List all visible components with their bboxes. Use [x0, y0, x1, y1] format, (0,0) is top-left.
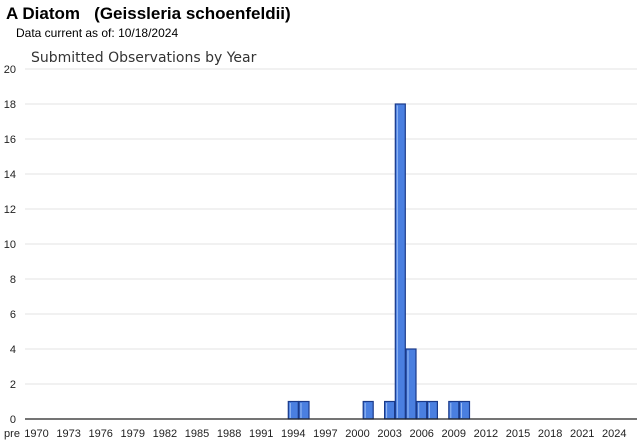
y-tick-label: 16 — [4, 134, 16, 146]
y-tick-label: 2 — [10, 379, 16, 391]
x-tick-label: 2000 — [345, 428, 369, 440]
x-tick-label: 2012 — [474, 428, 498, 440]
y-axis-tick-labels: 0 2 4 6 8 10 12 14 16 18 20 — [4, 64, 16, 426]
page-title: A Diatom (Geissleria schoenfeldii) — [6, 4, 291, 24]
grid-lines — [25, 68, 637, 385]
y-tick-label: 8 — [10, 274, 16, 286]
y-tick-label: 6 — [10, 309, 16, 321]
x-tick-label: 1976 — [88, 428, 112, 440]
x-tick-label: 2018 — [538, 428, 562, 440]
x-tick-label: 1997 — [313, 428, 337, 440]
x-tick-label: 2015 — [506, 428, 530, 440]
bars — [287, 103, 471, 420]
y-tick-label: 20 — [4, 64, 16, 76]
species-common-name: A Diatom — [6, 4, 80, 23]
chart-title: Submitted Observations by Year — [31, 50, 257, 66]
x-tick-label: 1988 — [217, 428, 241, 440]
y-tick-label: 18 — [4, 99, 16, 111]
x-tick-label: 1991 — [249, 428, 273, 440]
x-tick-label: 1994 — [281, 428, 305, 440]
x-tick-label: 1985 — [185, 428, 209, 440]
data-current-date: 10/18/2024 — [118, 26, 179, 40]
y-tick-label: 12 — [4, 204, 16, 216]
x-tick-label: 2024 — [602, 428, 626, 440]
x-tick-label: 2021 — [570, 428, 594, 440]
x-axis-tick-labels: pre 1970 1973 1976 1979 1982 1985 1988 1991 1994 1… — [4, 428, 626, 440]
x-tick-label: 2003 — [377, 428, 401, 440]
data-current-label: Data current as of: — [16, 26, 115, 40]
y-tick-label: 14 — [4, 169, 16, 181]
species-scientific-name: (Geissleria schoenfeldii) — [94, 4, 291, 23]
y-tick-label: 4 — [10, 344, 16, 356]
x-tick-label: 1970 — [24, 428, 48, 440]
x-tick-label: 1979 — [121, 428, 145, 440]
x-tick-label: pre — [4, 428, 20, 440]
y-tick-label: 10 — [4, 239, 16, 251]
y-tick-label: 0 — [10, 414, 16, 426]
x-tick-label: 2009 — [442, 428, 466, 440]
data-current-note: Data current as of: 10/18/2024 — [16, 26, 178, 40]
x-tick-label: 2006 — [409, 428, 433, 440]
x-tick-label: 1982 — [153, 428, 177, 440]
x-tick-label: 1973 — [56, 428, 80, 440]
